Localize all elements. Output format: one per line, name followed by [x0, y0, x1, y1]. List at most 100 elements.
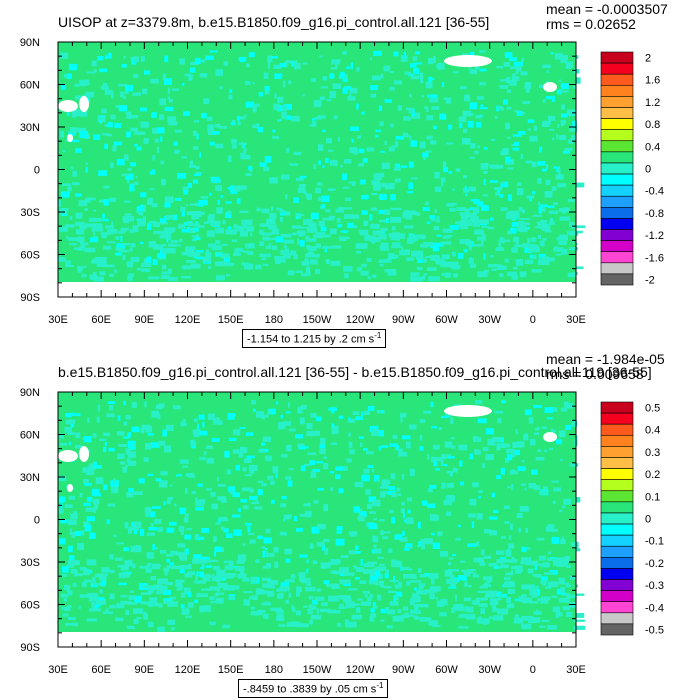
anomaly-patch [104, 89, 113, 95]
anomaly-patch [511, 557, 515, 560]
anomaly-patch [120, 461, 126, 465]
anomaly-patch [443, 97, 447, 100]
anomaly-patch [282, 80, 286, 88]
anomaly-patch [520, 154, 524, 159]
anomaly-patch [318, 197, 323, 201]
anomaly-patch [445, 255, 449, 259]
anomaly-patch [63, 598, 68, 602]
anomaly-patch [70, 412, 75, 416]
anomaly-patch [114, 557, 123, 561]
anomaly-patch [199, 456, 206, 461]
anomaly-patch [524, 487, 527, 491]
colorbar-swatch [600, 195, 634, 208]
anomaly-patch [311, 526, 320, 534]
anomaly-patch [229, 490, 233, 495]
anomaly-patch [210, 176, 220, 183]
anomaly-patch [305, 253, 311, 258]
anomaly-patch [285, 194, 288, 200]
anomaly-patch [528, 417, 534, 424]
anomaly-patch [60, 52, 69, 59]
anomaly-patch [445, 97, 452, 104]
anomaly-patch [92, 209, 97, 212]
anomaly-patch [296, 586, 303, 593]
colorbar-label: -2 [645, 275, 655, 287]
anomaly-patch [273, 103, 280, 111]
anomaly-patch [67, 519, 77, 526]
anomaly-patch [491, 268, 497, 271]
anomaly-patch [239, 568, 244, 575]
anomaly-patch [546, 417, 553, 420]
anomaly-patch [178, 525, 185, 532]
anomaly-patch [395, 584, 401, 589]
anomaly-patch [138, 478, 145, 484]
anomaly-patch [413, 587, 417, 591]
anomaly-patch [375, 134, 379, 138]
anomaly-patch [339, 595, 351, 600]
anomaly-patch [299, 175, 307, 179]
anomaly-patch [258, 449, 265, 453]
anomaly-patch [362, 590, 370, 594]
anomaly-patch [381, 162, 390, 169]
anomaly-patch [231, 239, 238, 243]
anomaly-patch [276, 259, 286, 263]
anomaly-patch [348, 550, 357, 555]
anomaly-patch [557, 183, 566, 188]
anomaly-patch [382, 536, 389, 540]
colorbar-label: 0.2 [645, 469, 660, 481]
anomaly-patch [542, 120, 551, 125]
colorbar-swatch [600, 623, 634, 636]
anomaly-patch [565, 61, 573, 68]
anomaly-patch [435, 597, 439, 600]
anomaly-patch [553, 166, 557, 169]
anomaly-patch [403, 51, 407, 59]
anomaly-patch [469, 263, 477, 268]
anomaly-patch [574, 55, 579, 59]
anomaly-patch [461, 575, 467, 581]
anomaly-patch [469, 569, 474, 574]
anomaly-patch [356, 551, 361, 554]
anomaly-patch [511, 274, 518, 280]
anomaly-patch [551, 529, 558, 532]
anomaly-patch [201, 528, 210, 533]
anomaly-patch [547, 557, 554, 561]
anomaly-patch [103, 199, 109, 206]
anomaly-patch [478, 603, 488, 607]
anomaly-patch [302, 94, 305, 97]
anomaly-patch [306, 568, 309, 574]
anomaly-patch [418, 541, 421, 547]
anomaly-patch [219, 583, 225, 589]
anomaly-patch [147, 432, 153, 436]
colorbar-swatch [600, 545, 634, 558]
y-tick-label: 90N [20, 387, 40, 399]
anomaly-patch [157, 146, 160, 153]
anomaly-patch [152, 544, 156, 551]
anomaly-patch [64, 264, 75, 267]
anomaly-patch [250, 501, 260, 505]
anomaly-patch [462, 110, 471, 117]
anomaly-patch [445, 234, 453, 237]
anomaly-patch [404, 547, 410, 551]
anomaly-patch [508, 194, 512, 201]
anomaly-patch [392, 226, 396, 231]
anomaly-patch [162, 248, 168, 255]
anomaly-patch [520, 561, 530, 565]
anomaly-patch [283, 245, 288, 249]
anomaly-patch [128, 595, 136, 600]
anomaly-patch [371, 192, 378, 196]
anomaly-patch [75, 413, 81, 417]
anomaly-patch [464, 606, 469, 612]
anomaly-patch [471, 521, 475, 529]
anomaly-patch [539, 625, 546, 628]
anomaly-patch [516, 441, 525, 448]
anomaly-patch [222, 585, 235, 591]
anomaly-patch [280, 582, 287, 589]
anomaly-patch [65, 622, 74, 626]
anomaly-patch [561, 536, 565, 541]
anomaly-patch [87, 417, 90, 423]
anomaly-patch [510, 66, 518, 70]
anomaly-patch [115, 105, 122, 108]
anomaly-patch [98, 170, 107, 176]
panel-title: b.e15.B1850.f09_g16.pi_control.all.121 [… [58, 364, 652, 380]
anomaly-patch [477, 590, 489, 593]
anomaly-patch [62, 150, 66, 153]
